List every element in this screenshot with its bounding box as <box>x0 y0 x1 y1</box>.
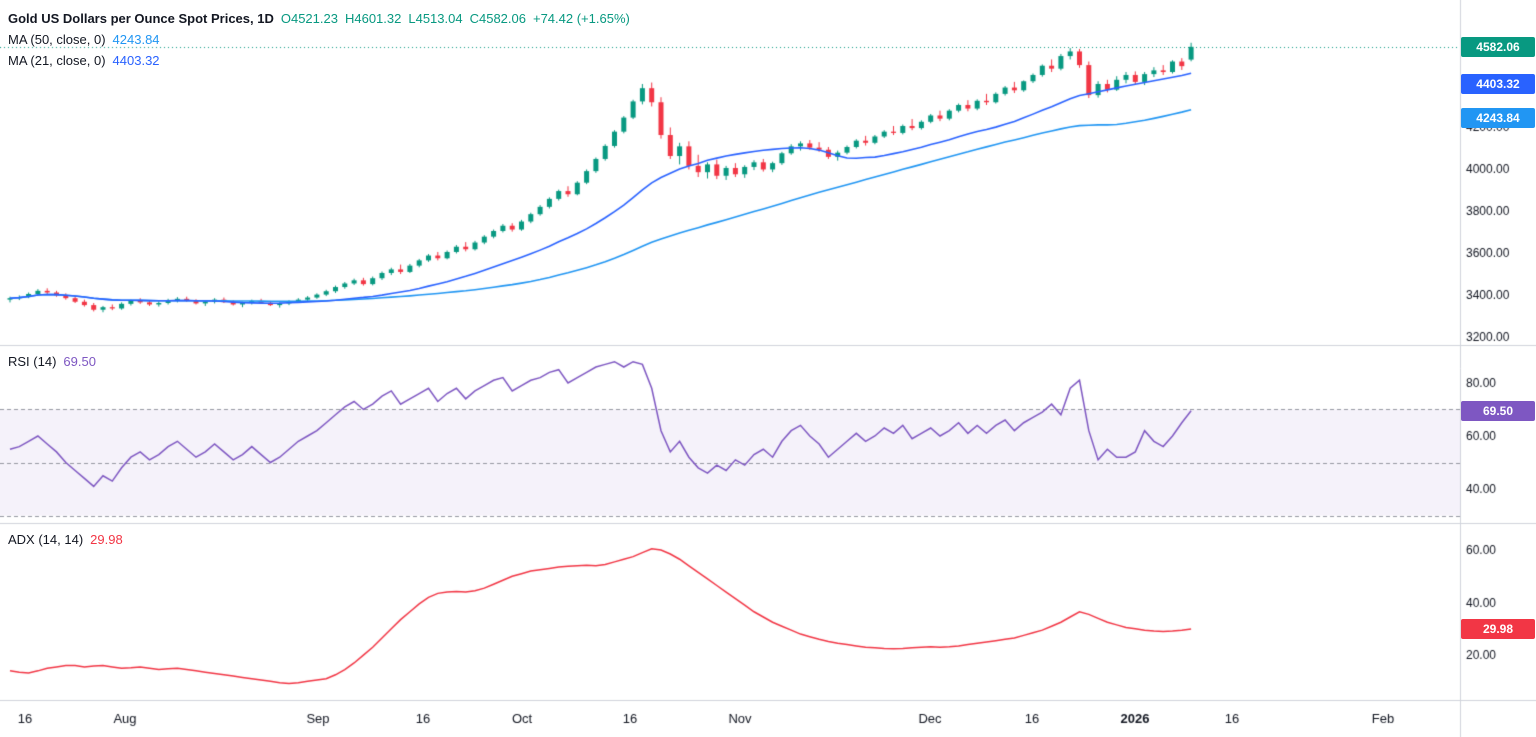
price-axis[interactable] <box>1460 0 1536 700</box>
adx-value: 29.98 <box>90 532 123 547</box>
ma21-value: 4403.32 <box>112 53 160 68</box>
adx-badge: 29.98 <box>1461 618 1535 639</box>
main-legend: Gold US Dollars per Ounce Spot Prices, 1… <box>8 8 630 71</box>
ohlc-low: L4513.04 <box>408 11 463 26</box>
ma50-label[interactable]: MA (50, close, 0) <box>8 32 106 47</box>
ma50-badge: 4243.84 <box>1461 107 1535 128</box>
ma50-value: 4243.84 <box>112 32 160 47</box>
adx-legend: ADX (14, 14) 29.98 <box>8 529 123 550</box>
rsi-label[interactable]: RSI (14) <box>8 354 57 369</box>
ma21-badge: 4403.32 <box>1461 74 1535 95</box>
ohlc-open: O4521.23 <box>280 11 338 26</box>
symbol-title[interactable]: Gold US Dollars per Ounce Spot Prices, 1… <box>8 11 274 26</box>
ohlc-high: H4601.32 <box>344 11 402 26</box>
ma21-label[interactable]: MA (21, close, 0) <box>8 53 106 68</box>
rsi-badge: 69.50 <box>1461 400 1535 421</box>
rsi-legend: RSI (14) 69.50 <box>8 351 96 372</box>
ohlc-change: +74.42 (+1.65%) <box>532 11 630 26</box>
rsi-value: 69.50 <box>63 354 96 369</box>
last-price-badge: 4582.06 <box>1461 36 1535 57</box>
adx-label[interactable]: ADX (14, 14) <box>8 532 84 547</box>
time-axis[interactable] <box>0 700 1460 737</box>
ohlc-close: C4582.06 <box>469 11 526 26</box>
